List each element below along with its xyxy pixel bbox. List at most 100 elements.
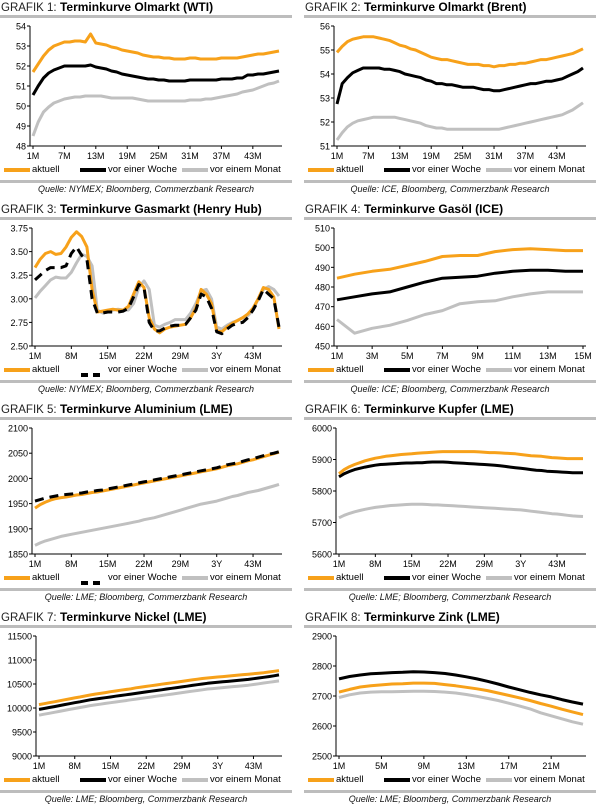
legend-item-woche: vor einer Woche [384,571,481,585]
legend-item-woche: vor einer Woche [384,363,481,377]
x-tick-label: 11M [504,351,521,361]
y-tick-label: 3.00 [10,294,28,304]
y-tick-label: 2100 [8,424,28,434]
legend-item-monat: vor einem Monat [182,163,281,177]
legend-swatch-monat [182,576,208,580]
chart-plot: 1850 1900 1950 2000 2050 2100 1M 8M 15M 22M 29M 3Y 4… [0,420,292,571]
title-rule [0,625,292,628]
x-tick-label: 8M [65,559,78,569]
y-tick-label: 49 [16,122,26,132]
x-tick-label: 5M [375,761,388,771]
chart-source: Quelle: NYMEX; Bloomberg, Commerzbank Re… [37,184,255,194]
legend-label: aktuell [32,774,60,785]
series-line-aktuell [338,681,584,717]
legend-item-woche: vor einer Woche [384,163,481,177]
chart-title-text: Terminkurve Gasmarkt (Henry Hub) [59,202,262,216]
source-rule [304,380,596,383]
legend-swatch-monat [486,778,512,782]
y-tick-label: 1850 [8,550,28,560]
series-line-aktuell [38,669,280,707]
legend-item-aktuell: aktuell [308,773,363,787]
y-tick-label: 510 [315,224,330,234]
chart-legend: aktuell vor einer Woche vor einem Monat [0,163,292,177]
legend-label: vor einem Monat [210,572,281,583]
series-line-woche [38,673,280,711]
x-tick-label: 21M [542,761,560,771]
x-tick-label: 37M [517,151,535,161]
y-tick-label: 3.50 [10,247,28,257]
legend-swatch-aktuell [4,778,30,782]
legend-label: vor einem Monat [514,572,585,583]
x-tick-label: 15M [403,559,421,569]
y-tick-label: 470 [315,302,330,312]
chart-title-prefix: GRAFIK 1: [1,2,57,14]
title-rule [304,625,596,628]
x-tick-label: 8M [68,761,81,771]
source-rule [0,790,292,793]
x-tick-label: 15M [99,351,117,361]
chart-title: GRAFIK 4: Terminkurve Gasöl (ICE) [304,202,596,217]
x-tick-label: 8M [65,351,78,361]
chart-title-text: Terminkurve Aluminium (LME) [59,402,233,416]
y-tick-label: 5800 [312,487,332,497]
y-tick-label: 2050 [8,449,28,459]
y-tick-label: 2.75 [10,318,28,328]
chart-title: GRAFIK 8: Terminkurve Zink (LME) [304,610,596,625]
y-tick-label: 11000 [8,656,32,666]
y-tick-label: 2800 [312,662,332,672]
legend-swatch-aktuell [308,778,334,782]
chart-plot: 51 52 53 54 55 56 1M 7M 13M 19M 25M 31M 37M 43M [304,18,596,163]
legend-swatch-aktuell [4,576,30,580]
legend-label: aktuell [336,572,364,583]
series-line-aktuell [336,247,583,280]
chart-title-text: Terminkurve Kupfer (LME) [363,402,514,416]
y-tick-label: 54 [320,70,330,80]
y-tick-label: 460 [315,322,330,332]
legend-label: vor einer Woche [412,774,481,785]
y-tick-label: 9000 [12,752,32,762]
y-tick-label: 490 [315,263,330,273]
chart-plot: 2.50 2.75 3.00 3.25 3.50 3.75 1M 8M 15M 22M 29M 3Y 4… [0,220,292,363]
chart-plot: 5600 5700 5800 5900 6000 1M 8M 15M 22M 29M 3Y 43M [304,420,596,571]
x-tick-label: 29M [476,559,494,569]
x-tick-label: 43M [244,351,262,361]
chart-panel-6: GRAFIK 6: Terminkurve Kupfer (LME) 5600 57… [304,402,596,606]
legend-label: aktuell [336,164,364,175]
y-tick-label: 480 [315,283,330,293]
y-tick-label: 2600 [312,722,332,732]
x-tick-label: 9M [471,351,484,361]
series-line-monat [336,290,583,335]
chart-legend: aktuell vor einer Woche vor einem Monat [304,773,596,787]
y-tick-label: 50 [16,102,26,112]
x-tick-label: 13M [87,151,105,161]
legend-label: vor einer Woche [412,364,481,375]
chart-plot: 48 49 50 51 52 53 54 1M 7M 13M 19M 25M 31M 37M 43M [0,18,292,163]
chart-title-prefix: GRAFIK 5: [1,404,57,416]
series-line-monat [31,79,280,137]
legend-label: vor einem Monat [514,774,585,785]
chart-title: GRAFIK 1: Terminkurve Olmarkt (WTI) [0,0,292,15]
x-tick-label: 1M [29,559,42,569]
legend-swatch-woche [80,168,106,172]
legend-swatch-woche [384,168,410,172]
chart-source: Quelle: ICE; Bloomberg, Commerzbank Rese… [350,384,550,394]
x-tick-label: 15M [102,761,120,771]
title-rule [304,417,596,420]
series-line-aktuell [335,35,584,69]
legend-label: vor einem Monat [514,364,585,375]
legend-label: vor einer Woche [108,572,177,583]
chart-svg: 9000 9500 10000 10500 11000 11500 1M 8M 15M 22M 29… [7,632,282,771]
x-tick-label: 1M [333,761,346,771]
x-tick-label: 1M [27,151,40,161]
chart-panel-3: GRAFIK 3: Terminkurve Gasmarkt (Henry Hu… [0,202,292,398]
legend-swatch-aktuell [4,168,30,172]
chart-title-prefix: GRAFIK 2: [305,2,361,14]
legend-item-monat: vor einem Monat [486,163,585,177]
legend-swatch-monat [486,576,512,580]
legend-swatch-woche [80,576,106,585]
chart-source: Quelle: LME; Bloomberg, Commerzbank Rese… [44,592,248,602]
chart-panel-8: GRAFIK 8: Terminkurve Zink (LME) 2500 2600… [304,610,596,808]
chart-title-prefix: GRAFIK 4: [305,204,361,216]
x-tick-label: 29M [172,351,190,361]
chart-svg: 450 460 470 480 490 500 510 1M 3M 5M 7M 9M 11M 13M 15M [315,224,592,362]
